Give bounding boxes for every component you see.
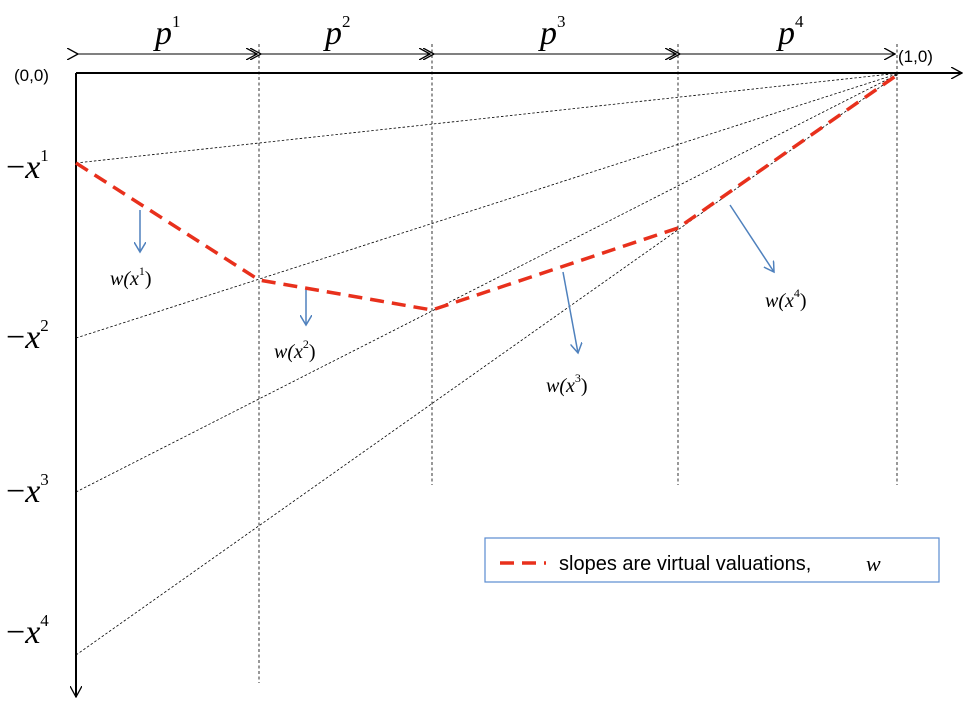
y-label-x1: −x1 xyxy=(6,146,49,186)
annotation-w-x2: w(x2) xyxy=(274,337,316,363)
line-to-x4 xyxy=(75,72,901,656)
pointer-arrows xyxy=(140,204,774,353)
interval-label-p2: p2 xyxy=(323,12,351,52)
pointer-arrow-3 xyxy=(562,271,578,353)
legend-text: slopes are virtual valuations, xyxy=(559,553,811,575)
interval-dividers xyxy=(258,44,898,683)
legend: slopes are virtual valuations, w xyxy=(484,537,940,583)
interval-label-p1: p1 xyxy=(153,12,181,52)
line-to-x1 xyxy=(75,72,901,164)
y-label-x3: −x3 xyxy=(6,470,49,510)
axes xyxy=(76,73,962,697)
annotation-w-x1: w(x1) xyxy=(110,264,152,290)
annotation-w-x3: w(x3) xyxy=(546,371,588,397)
legend-box xyxy=(484,537,940,583)
line-to-x2 xyxy=(75,72,901,339)
valuation-annotations: w(x1) w(x2) w(x3) w(x4) xyxy=(110,264,807,397)
interval-labels: p1 p2 p3 p4 xyxy=(153,12,804,52)
legend-symbol: w xyxy=(866,551,881,576)
virtual-valuation-curve xyxy=(75,71,902,312)
end-point-label: (1,0) xyxy=(898,47,933,66)
line-to-x3 xyxy=(75,72,901,493)
interval-label-p4: p4 xyxy=(776,12,804,52)
y-label-x4: −x4 xyxy=(6,611,49,651)
y-label-x2: −x2 xyxy=(6,316,49,356)
construction-lines xyxy=(75,72,901,656)
origin-label: (0,0) xyxy=(14,66,49,85)
pointer-arrow-4 xyxy=(729,204,774,272)
y-axis-labels: −x1 −x2 −x3 −x4 xyxy=(6,146,49,651)
interval-label-p3: p3 xyxy=(538,12,566,52)
annotation-w-x4: w(x4) xyxy=(765,286,807,312)
